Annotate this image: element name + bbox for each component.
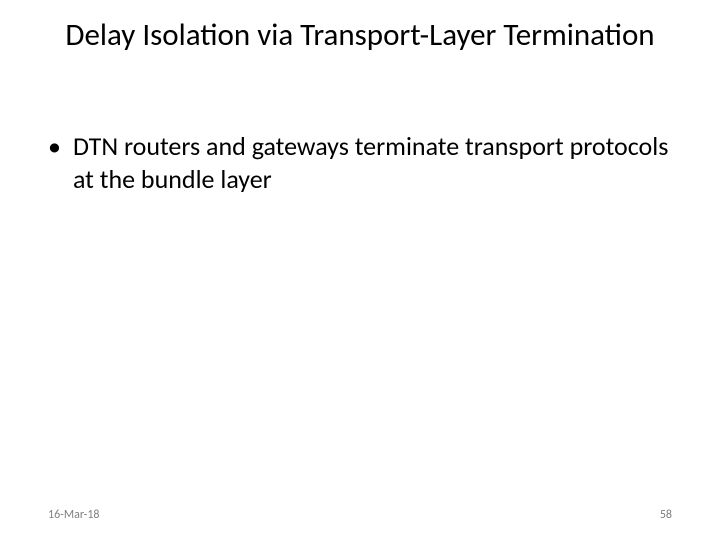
footer-page-number: 58 <box>660 508 672 522</box>
footer-date: 16-Mar-18 <box>48 508 100 522</box>
slide: Delay Isolation via Transport-Layer Term… <box>0 0 720 540</box>
bullet-text: DTN routers and gateways terminate trans… <box>73 130 672 195</box>
bullet-item: • DTN routers and gateways terminate tra… <box>48 130 672 195</box>
slide-body: • DTN routers and gateways terminate tra… <box>48 130 672 195</box>
slide-title: Delay Isolation via Transport-Layer Term… <box>0 18 720 54</box>
bullet-marker: • <box>48 130 61 163</box>
